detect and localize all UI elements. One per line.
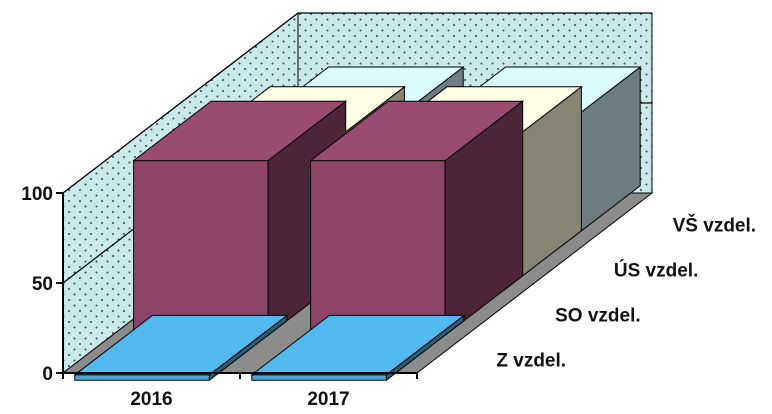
x-tick-label-2017: 2017: [307, 389, 349, 410]
series-label-2: ÚS vzdel.: [614, 260, 698, 282]
series-label-3: VŠ vzdel.: [673, 215, 756, 237]
bar-SO-vzdel-2017: [311, 101, 523, 335]
y-tick-label-100: 100: [21, 184, 53, 205]
bars: [75, 67, 640, 380]
series-label-0: Z vzdel.: [496, 351, 566, 372]
y-tick-label-0: 0: [42, 364, 53, 385]
series-label-1: SO vzdel.: [555, 306, 641, 327]
x-tick-label-2016: 2016: [130, 389, 172, 410]
y-tick-label-50: 50: [32, 274, 53, 295]
